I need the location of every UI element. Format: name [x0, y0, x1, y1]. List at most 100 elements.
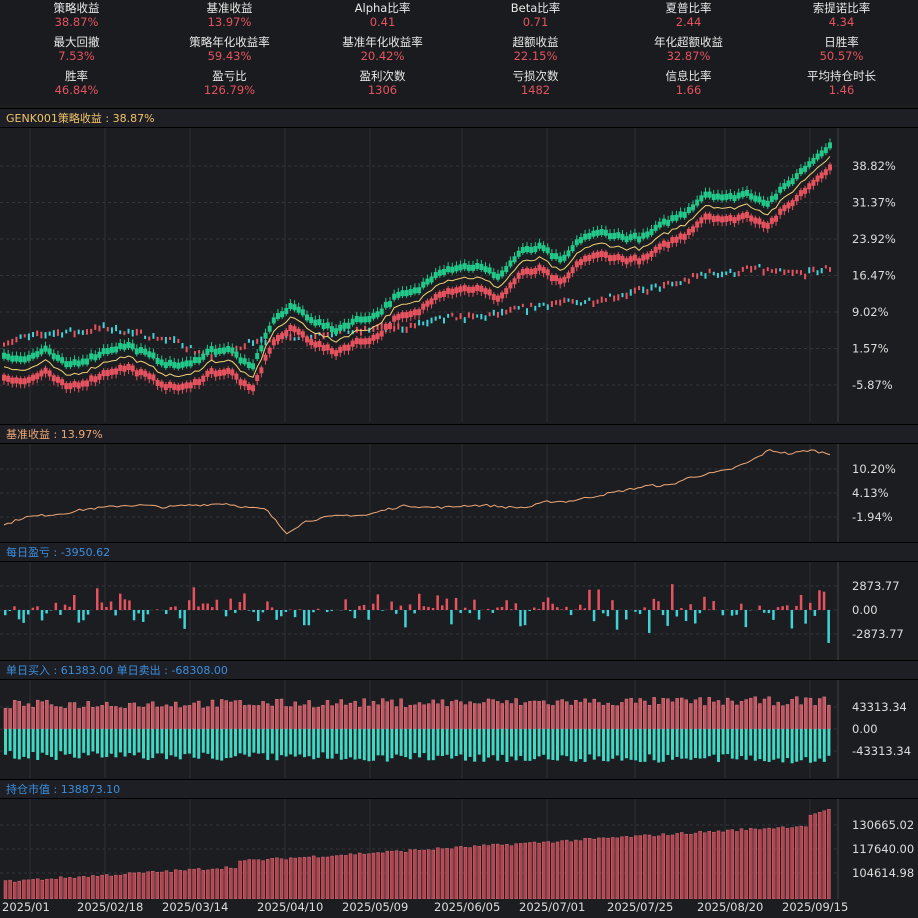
- pnl-bar: [188, 600, 191, 610]
- pnl-bar: [767, 610, 771, 614]
- holdings-bar: [588, 838, 592, 899]
- pnl-bar: [155, 609, 159, 610]
- buy-bar: [224, 700, 229, 730]
- holdings-bar: [100, 874, 104, 899]
- pnl-bar: [776, 607, 780, 610]
- holdings-bar: [68, 877, 72, 899]
- pnl-bar: [611, 600, 614, 610]
- pnl-bar: [132, 610, 136, 621]
- buy-bar: [187, 705, 192, 730]
- buy-bar: [215, 706, 219, 730]
- pnl-bar: [326, 610, 329, 613]
- benchmark-candle: [189, 345, 192, 349]
- pnl-bar: [114, 610, 117, 616]
- strategy-chart[interactable]: 38.82% 31.37% 23.92% 16.47% 9.02% 1.57% -5.87%: [0, 128, 918, 422]
- sell-bar: [17, 729, 21, 760]
- buy-bar: [325, 700, 330, 730]
- holdings-bar: [739, 828, 744, 899]
- sell-bar: [326, 729, 329, 759]
- benchmark-candle: [596, 299, 599, 304]
- buy-bar: [312, 707, 316, 730]
- benchmark-candle: [181, 343, 184, 349]
- daily-pnl-chart[interactable]: 2873.77 0.00 -2873.77: [0, 562, 918, 660]
- buy-bar: [753, 696, 757, 730]
- benchmark-line: [3, 448, 831, 535]
- benchmark-candle: [484, 315, 487, 321]
- holdings-bar: [353, 854, 357, 899]
- sell-bar: [362, 729, 366, 761]
- sell-bar: [86, 729, 90, 756]
- pnl-bar: [234, 610, 237, 613]
- stat-label: 信息比率: [665, 69, 712, 83]
- sell-bar: [657, 729, 661, 763]
- pnl-bar: [583, 608, 587, 610]
- pnl-bar: [427, 606, 430, 610]
- buy-sell-chart[interactable]: 43313.34 0.00 -43313.34: [0, 680, 918, 778]
- benchmark-candle: [650, 284, 653, 291]
- sell-bar: [321, 729, 325, 753]
- holdings-bar: [431, 849, 435, 899]
- benchmark-candle: [633, 287, 636, 294]
- benchmark-candle: [198, 350, 201, 354]
- holdings-bar: [565, 839, 569, 899]
- sell-bar: [602, 729, 605, 761]
- y-axis-label: 9.02%: [852, 305, 889, 319]
- buy-bar: [781, 705, 785, 730]
- benchmark-candle: [252, 340, 255, 346]
- buy-bar: [716, 700, 721, 730]
- pnl-bar: [330, 610, 334, 611]
- buy-bar: [684, 699, 688, 730]
- sell-bar: [583, 729, 587, 762]
- holdings-bar: [680, 832, 684, 899]
- pnl-bar: [119, 593, 122, 610]
- benchmark-candle: [725, 271, 728, 275]
- holdings-bar: [813, 813, 817, 899]
- holdings-bar: [459, 846, 463, 899]
- pnl-bar: [661, 610, 665, 616]
- pnl-bar: [105, 607, 108, 610]
- buy-bar: [459, 701, 463, 730]
- buy-bar: [413, 704, 417, 730]
- y-axis-label: -1.94%: [852, 510, 893, 524]
- buy-bar: [376, 704, 380, 730]
- sell-bar: [372, 729, 375, 761]
- benchmark-candle: [405, 326, 408, 333]
- sell-bar: [252, 729, 256, 753]
- stat-item: 日胜率 50.57%: [765, 34, 918, 68]
- holdings-bar: [312, 855, 316, 899]
- pnl-bar: [445, 598, 449, 610]
- holdings-bar: [624, 836, 629, 899]
- benchmark-candle: [621, 292, 624, 298]
- holdings-chart[interactable]: 130665.02 117640.00 104614.98: [0, 799, 918, 899]
- benchmark-candle: [239, 346, 242, 351]
- benchmark-candle: [139, 329, 142, 334]
- holdings-bar: [574, 839, 578, 899]
- buy-bar: [583, 698, 587, 730]
- buy-bar: [68, 702, 72, 730]
- sell-bar: [611, 729, 615, 759]
- stat-value: 50.57%: [819, 49, 864, 63]
- pnl-bar: [408, 604, 412, 610]
- pnl-bar: [436, 595, 439, 610]
- benchmark-candle: [52, 330, 55, 337]
- y-axis-label: 16.47%: [852, 269, 896, 283]
- pnl-bar: [781, 606, 784, 610]
- y-axis-label: 43313.34: [852, 700, 907, 714]
- buy-bar: [104, 701, 109, 730]
- buy-bar: [808, 697, 813, 730]
- buy-bar: [100, 705, 104, 730]
- sell-bar: [188, 729, 191, 754]
- benchmark-candle: [642, 286, 645, 294]
- benchmark-candle: [169, 336, 172, 340]
- buy-bar: [569, 704, 573, 730]
- sell-bar: [445, 729, 449, 755]
- benchmark-chart[interactable]: 10.20% 4.13% -1.94%: [0, 444, 918, 542]
- x-axis-label: 2025/02/18: [77, 900, 144, 914]
- holdings-bar: [611, 837, 615, 899]
- stat-item: 年化超额收益 32.87%: [612, 34, 765, 68]
- holdings-bar: [758, 829, 762, 899]
- holdings-bar: [818, 812, 822, 899]
- sell-bar: [528, 729, 532, 761]
- holdings-bar: [657, 835, 661, 899]
- benchmark-candle: [829, 267, 831, 272]
